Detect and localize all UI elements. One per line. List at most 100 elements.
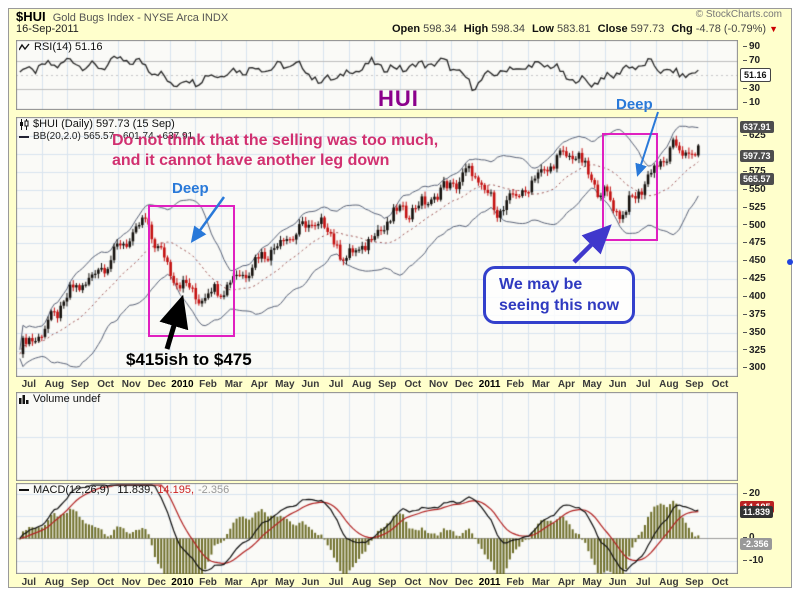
x-axis-month-label: 2011 [478, 577, 501, 588]
annotation-dot [787, 259, 793, 265]
change-down-icon: ▼ [769, 24, 778, 34]
volume-bars-icon [19, 395, 29, 404]
x-axis-month-label: Sep [378, 577, 397, 588]
y-axis-value-box: 565.57 [740, 172, 774, 185]
x-axis-month-label: May [582, 379, 602, 390]
x-axis-month-label: Sep [378, 379, 397, 390]
price-title-text: $HUI (Daily) 597.73 (15 Sep) [33, 118, 175, 130]
candlestick-icon [20, 118, 29, 130]
quote-value: 597.73 [627, 23, 665, 35]
rsi-label: RSI(14) 51.16 [19, 41, 102, 53]
quote-value: 583.81 [553, 23, 591, 35]
x-axis-month-label: Jun [608, 577, 627, 588]
line-swatch-icon [19, 489, 29, 491]
y-axis-tick-label: -10 [743, 555, 763, 566]
x-axis-month-label: Apr [250, 379, 268, 390]
y-axis-tick-label: 525 [743, 202, 766, 213]
macd-panel: MACD(12,26,9) 11.839, 14.195, -2.356 [16, 483, 738, 574]
y-axis-tick-label: 90 [743, 42, 760, 52]
bollinger-label: BB(20,2.0) 565.57 - 601.74 - 637.91 [19, 131, 193, 142]
deep-annotation-right: Deep [616, 96, 653, 113]
y-axis-value-box: 11.839 [740, 506, 774, 519]
y-axis-tick-label: 300 [743, 363, 766, 373]
x-axis-top: Jul Aug Sep Oct Nov Dec 2010 Feb Mar Apr May Jun Jul… [16, 377, 756, 391]
quote-value: -4.78 (-0.79%) [692, 23, 767, 35]
y-axis-tick-label: 575 [743, 167, 766, 177]
macd-y-axis: 20100-1014.19511.839-2.356 [740, 483, 796, 574]
quote-label: High [463, 23, 489, 35]
y-axis-value-box: 597.73 [740, 149, 774, 162]
x-axis-month-label: Nov [121, 379, 141, 390]
volume-label: Volume undef [19, 393, 100, 405]
x-axis-month-label: Jul [21, 577, 37, 588]
macd-label: MACD(12,26,9) 11.839, 14.195, -2.356 [19, 484, 229, 496]
x-axis-month-label: Jul [328, 379, 344, 390]
x-axis-month-label: Mar [531, 577, 550, 588]
x-axis-month-label: Aug [44, 577, 65, 588]
macd-value: 11.839, [117, 484, 154, 496]
x-axis-month-label: Sep [685, 577, 704, 588]
y-axis-value-box: -2.356 [740, 537, 772, 550]
x-axis-month-label: Nov [428, 379, 448, 390]
price-title: $HUI (Daily) 597.73 (15 Sep) [19, 118, 175, 130]
x-axis-month-label: 2011 [478, 379, 501, 390]
price-y-axis: 625 575 550 525 500 475 450 425 400 375 350 325 300 6… [740, 117, 796, 377]
bollinger-label-text: BB(20,2.0) 565.57 - 601.74 - 637.91 [33, 131, 194, 142]
y-axis-tick-label: 400 [743, 292, 766, 302]
x-axis-month-label: Oct [711, 577, 729, 588]
y-axis-value-box: 51.16 [740, 68, 771, 83]
y-axis-tick-label: 550 [743, 184, 766, 195]
ticker-name: Gold Bugs Index - NYSE Arca INDX [52, 12, 229, 24]
x-axis-month-label: Oct [711, 379, 729, 390]
x-axis-month-label: Jul [636, 379, 651, 390]
quote-label: Chg [671, 23, 693, 35]
x-axis-month-label: May [582, 577, 602, 588]
x-axis-month-label: Apr [557, 577, 576, 588]
y-axis-tick-label: 475 [743, 238, 766, 248]
y-axis-tick-label: 375 [743, 309, 766, 320]
x-axis-month-label: Jun [301, 379, 320, 390]
chart-subheader: 16-Sep-2011 Open 598.34 High 598.34 Low 58… [16, 23, 786, 35]
y-axis-tick-label: 450 [743, 256, 766, 266]
x-axis-month-label: Jul [328, 577, 344, 588]
x-axis-month-label: Sep [685, 379, 704, 390]
volume-label-text: Volume undef [33, 393, 101, 405]
y-axis-tick-label: 10 [743, 98, 760, 108]
x-axis-month-label: Nov [428, 577, 448, 588]
x-axis-month-label: May [275, 379, 295, 390]
x-axis-month-label: Jul [21, 379, 37, 390]
x-axis-month-label: Aug [351, 379, 372, 390]
y-axis-tick-label: 70 [743, 56, 760, 66]
price-canvas [16, 117, 738, 377]
quote-label: Close [597, 23, 628, 35]
x-axis-month-label: Dec [147, 379, 166, 390]
callout-line-1: We may be [499, 276, 583, 293]
x-axis-month-label: Dec [147, 577, 166, 588]
x-axis-month-label: Nov [121, 577, 141, 588]
x-axis-month-label: Aug [659, 379, 679, 390]
macd-canvas [16, 483, 738, 574]
x-axis-month-label: Dec [454, 379, 474, 390]
callout-box: We may be seeing this now [483, 266, 636, 324]
x-axis-month-label: Aug [659, 577, 679, 588]
x-axis-month-label: Sep [70, 577, 90, 588]
x-axis-month-label: Jul [636, 577, 651, 588]
x-axis-month-label: Aug [351, 577, 372, 588]
price-panel: $HUI (Daily) 597.73 (15 Sep) BB(20,2.0) … [16, 117, 738, 377]
x-axis-month-label: Aug [44, 379, 65, 390]
macd-hist-value: -2.356 [198, 484, 230, 496]
quote-value: 598.34 [420, 23, 457, 35]
x-axis-bottom: Jul Aug Sep Oct Nov Dec 2010 Feb Mar Apr May Jun Jul… [16, 575, 756, 589]
x-axis-month-label: May [275, 577, 295, 588]
rsi-y-axis: 90 70 30 10 51.16 [740, 40, 796, 110]
x-axis-month-label: Oct [404, 577, 422, 588]
x-axis-month-label: Oct [404, 379, 422, 390]
x-axis-month-label: 2010 [171, 577, 194, 588]
callout-line-2: seeing this now [499, 297, 620, 314]
warning-line-1: Do not think that the selling was too mu… [112, 132, 439, 149]
hui-annotation: HUI [378, 86, 419, 111]
y-axis-tick-label: 325 [743, 345, 766, 356]
x-axis-month-label: Dec [454, 577, 474, 588]
price-range-annotation: $415ish to $475 [126, 350, 252, 369]
